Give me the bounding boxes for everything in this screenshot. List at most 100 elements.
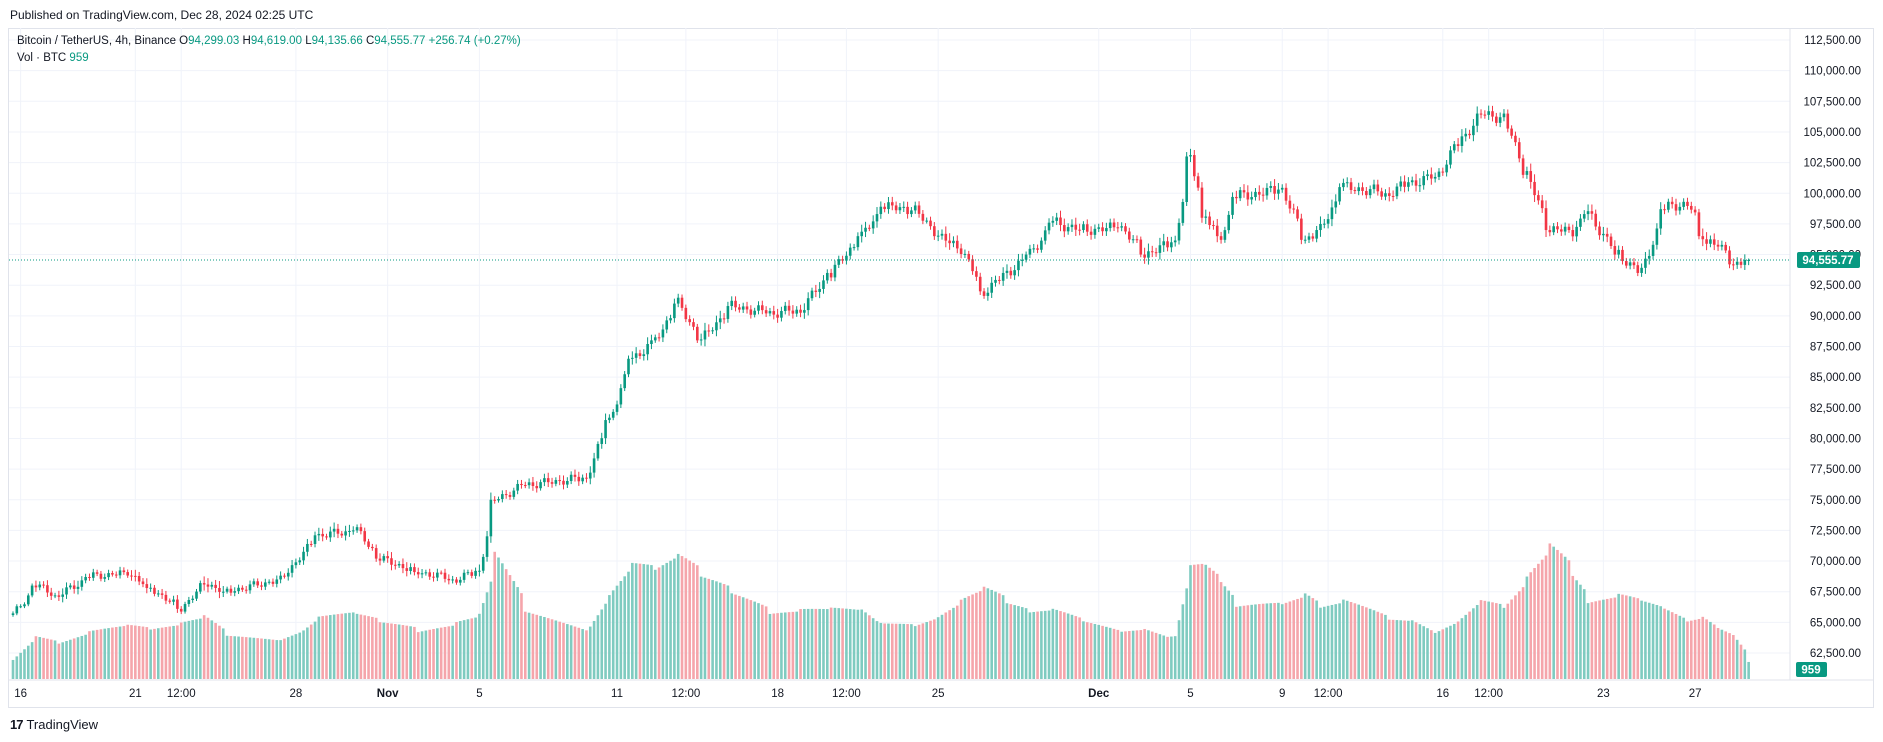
volume-bar [1495,603,1498,679]
candle-body [1571,230,1575,237]
volume-bar [585,630,588,679]
volume-bar [118,626,122,679]
candle-body [768,311,772,314]
candle-body [1338,187,1341,202]
candle-body [569,474,573,482]
candle-body [49,592,53,596]
candle-body [615,404,619,412]
candle-body [581,477,584,482]
volume-bar [275,640,279,679]
candle-body [825,272,829,281]
candle-body [1326,219,1330,224]
candle-body [455,579,458,583]
volume-bar [627,571,630,679]
candle-body [1548,230,1552,233]
volume-bar [114,627,118,679]
candle-body [195,591,198,599]
volume-bar [1498,603,1502,679]
candle-body [936,235,940,237]
volume-bar [1651,603,1655,679]
candle-body [1445,164,1448,173]
candle-body [604,420,607,439]
candle-body [397,564,401,566]
candle-body [1112,222,1116,228]
x-tick-label: 12:00 [167,688,196,700]
volume-bar [1101,625,1104,679]
volume-bar [405,625,409,679]
candle-body [665,320,669,330]
volume-bar [1215,573,1219,679]
candle-body [1345,182,1349,184]
y-tick-label: 90,000.00 [1810,311,1861,323]
candle-body [413,567,416,573]
volume-bar [26,645,30,679]
candle-body [1066,227,1070,232]
candle-body [1712,239,1716,245]
volume-bar [183,621,187,679]
candle-body [76,586,80,589]
candle-body [329,531,332,538]
volume-bar [527,612,531,679]
candle-body [1089,231,1093,235]
volume-bar [1066,613,1070,679]
candle-body [497,499,500,501]
candle-body [1732,264,1735,266]
legend-volume: Vol · BTC 959 [17,52,89,64]
candle-body [1617,249,1620,255]
candle-body [1254,191,1257,198]
volume-bar [1712,624,1716,679]
candle-body [332,528,336,532]
volume-bar [1376,611,1380,679]
volume-bar [53,640,57,679]
volume-bar [940,614,944,679]
volume-bar [1709,621,1712,679]
volume-bar [1384,614,1387,679]
candle-body [814,290,818,292]
volume-bar [1074,616,1078,679]
volume-bar [1437,631,1441,679]
candle-body [1602,233,1605,236]
volume-bar [910,624,913,679]
volume-bar [1185,588,1188,679]
volume-bar [84,634,87,679]
candle-body [726,306,730,319]
legend-open-label: O [179,35,189,47]
volume-bar [160,627,164,679]
volume-bar [1732,635,1735,679]
candle-body [1410,180,1414,183]
volume-bar [1326,605,1330,679]
chart-frame[interactable] [8,28,1874,708]
y-tick-label: 107,500.00 [1803,96,1861,108]
volume-bar [466,619,470,679]
tradingview-footer[interactable]: 17 TradingView [10,717,98,732]
volume-bar [1632,597,1636,679]
volume-bar [1277,602,1280,679]
volume-bar [1238,606,1242,679]
candle-body [26,595,30,605]
candle-body [791,310,795,314]
legend-close-value: 94,555.77 [374,35,426,47]
candle-body [523,485,527,487]
volume-bar [374,617,378,679]
candle-body [1001,272,1005,281]
volume-bar [1223,586,1227,679]
candle-body [504,494,508,496]
candle-body [864,227,867,232]
volume-bar [577,627,581,679]
volume-bar [1273,602,1276,679]
candle-body [1292,208,1296,210]
candle-body [57,595,61,597]
candle-body [1693,209,1697,213]
volume-bar [696,565,699,679]
y-tick-label: 62,500.00 [1810,648,1861,660]
candle-body [382,556,386,561]
volume-bar [833,607,837,679]
candle-body [405,568,409,571]
volume-bar [879,622,883,679]
volume-bar [1468,611,1471,679]
volume-bar [1177,620,1181,679]
candle-body [1433,176,1437,179]
candle-body [229,588,233,593]
volume-bar [1322,606,1326,679]
